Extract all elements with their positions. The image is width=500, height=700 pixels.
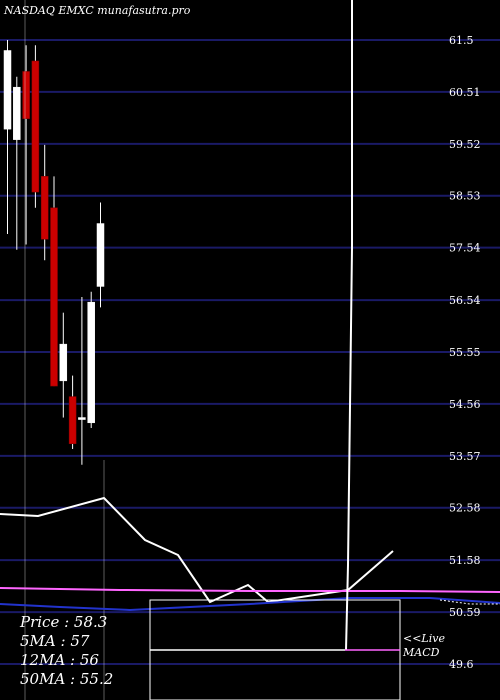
y-tick-label: 58.53 xyxy=(449,190,481,203)
macd-label: <<Live MACD xyxy=(403,632,445,660)
candle-body xyxy=(87,301,95,424)
ma50-line xyxy=(0,597,500,612)
y-tick-label: 49.6 xyxy=(449,658,474,671)
y-tick-label: 56.54 xyxy=(449,294,481,307)
candle-body xyxy=(40,176,49,240)
ma5-line xyxy=(0,496,394,604)
y-tick-label: 52.58 xyxy=(449,502,481,515)
macd-label-macd: MACD xyxy=(403,646,440,659)
stats-panel: Price : 58.3 5MA : 57 12MA : 56 50MA : 5… xyxy=(20,613,113,689)
candle-body xyxy=(59,343,68,382)
y-tick-label: 60.51 xyxy=(449,86,481,99)
ma50-stat: 50MA : 55.2 xyxy=(20,670,114,688)
candle-body xyxy=(31,60,40,193)
y-axis-ticks: 61.5 60.51 59.52 58.53 57.54 56.54 55.55 54.56 5… xyxy=(449,34,481,671)
y-tick-label: 61.5 xyxy=(449,34,474,47)
watermark: NASDAQ EMXC munafasutra.pro xyxy=(4,4,191,17)
y-tick-label: 59.52 xyxy=(449,138,481,151)
y-tick-label: 50.59 xyxy=(449,606,481,619)
price-stat: Price : 58.3 xyxy=(20,613,108,631)
ma5-stat: 5MA : 57 xyxy=(20,632,90,650)
macd-spike-line xyxy=(345,0,353,651)
candle-body xyxy=(13,86,21,140)
candle-body xyxy=(68,396,77,445)
candles xyxy=(3,40,105,465)
y-tick-label: 51.58 xyxy=(449,554,481,567)
ma12-line xyxy=(0,587,500,593)
ma12-stat: 12MA : 56 xyxy=(20,651,99,669)
y-tick-label: 57.54 xyxy=(449,242,481,255)
candle-body xyxy=(22,71,30,119)
candle-body xyxy=(50,207,58,387)
grid-lines xyxy=(0,39,500,665)
macd-label-live: <<Live xyxy=(403,632,445,645)
candle-body xyxy=(3,50,12,130)
y-tick-label: 53.57 xyxy=(449,450,481,463)
y-tick-label: 54.56 xyxy=(449,398,481,411)
y-tick-label: 55.55 xyxy=(449,346,481,359)
candle-body xyxy=(96,223,105,287)
candle-body xyxy=(78,417,86,420)
